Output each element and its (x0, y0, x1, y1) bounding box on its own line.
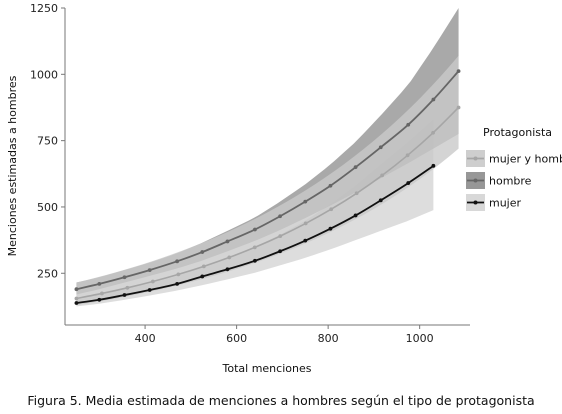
y-axis-ticks: 250 500 750 1000 1250 (30, 2, 65, 280)
data-point (328, 226, 333, 231)
y-axis-title: Menciones estimadas a hombres (6, 75, 19, 256)
y-tick-label: 250 (37, 267, 58, 280)
confidence-bands (76, 8, 459, 307)
data-point (74, 296, 79, 301)
data-point (252, 245, 257, 250)
data-point (378, 198, 383, 203)
y-tick-label: 1000 (30, 68, 58, 81)
data-point (328, 183, 333, 188)
legend-label: hombre (489, 175, 532, 188)
x-tick-label: 1000 (406, 332, 434, 345)
legend-key-point (473, 200, 478, 205)
data-point (354, 191, 359, 196)
data-point (176, 272, 181, 277)
legend-label: mujer (489, 197, 522, 210)
axes (64, 8, 470, 326)
legend-title: Protagonista (483, 126, 552, 139)
data-point (100, 291, 104, 296)
data-point (97, 297, 102, 302)
data-point (303, 199, 308, 204)
x-axis-ticks: 400 600 800 1000 (135, 325, 434, 345)
y-tick-label: 1250 (30, 2, 58, 15)
x-tick-label: 400 (135, 332, 156, 345)
x-axis-title: Total menciones (222, 362, 312, 375)
x-tick-label: 800 (318, 332, 339, 345)
data-point (147, 268, 152, 272)
figure-caption: Figura 5. Media estimada de menciones a … (27, 393, 534, 408)
data-point (406, 122, 411, 127)
data-point (225, 239, 230, 244)
data-point (253, 258, 257, 263)
legend-label: mujer y hombre (489, 153, 562, 166)
data-point (97, 281, 102, 286)
data-point (353, 165, 358, 170)
data-point (200, 250, 205, 254)
data-point (74, 301, 79, 305)
data-point (200, 274, 205, 279)
data-point (431, 97, 436, 102)
data-point (353, 213, 358, 218)
series-points (74, 69, 461, 305)
legend-key-point (473, 156, 478, 161)
data-point (122, 293, 127, 297)
y-tick-label: 750 (37, 135, 58, 148)
data-point (147, 288, 152, 292)
series-line (76, 70, 460, 291)
data-point (125, 285, 130, 290)
data-point (227, 255, 232, 260)
data-point (278, 249, 282, 254)
data-point (456, 69, 461, 74)
data-point (150, 279, 155, 284)
data-point (405, 153, 410, 158)
y-tick-label: 500 (37, 201, 58, 214)
legend: Protagonista mujer y hombre hombre mujer (466, 126, 562, 211)
data-point (278, 234, 283, 238)
series-line (76, 106, 460, 300)
data-point (278, 214, 282, 219)
data-point (456, 105, 461, 110)
x-tick-label: 600 (226, 332, 247, 345)
data-point (380, 173, 385, 178)
data-point (253, 227, 257, 232)
data-point (201, 264, 206, 269)
data-point (303, 238, 308, 243)
data-point (303, 221, 308, 226)
data-point (431, 130, 435, 135)
data-point (122, 275, 127, 280)
data-point (74, 287, 79, 292)
data-point (225, 267, 230, 272)
data-point (431, 163, 436, 168)
data-point (378, 145, 383, 150)
data-point (175, 259, 180, 264)
data-point (175, 281, 180, 286)
legend-key-point (473, 178, 478, 183)
data-point (406, 181, 411, 185)
data-point (329, 207, 334, 212)
